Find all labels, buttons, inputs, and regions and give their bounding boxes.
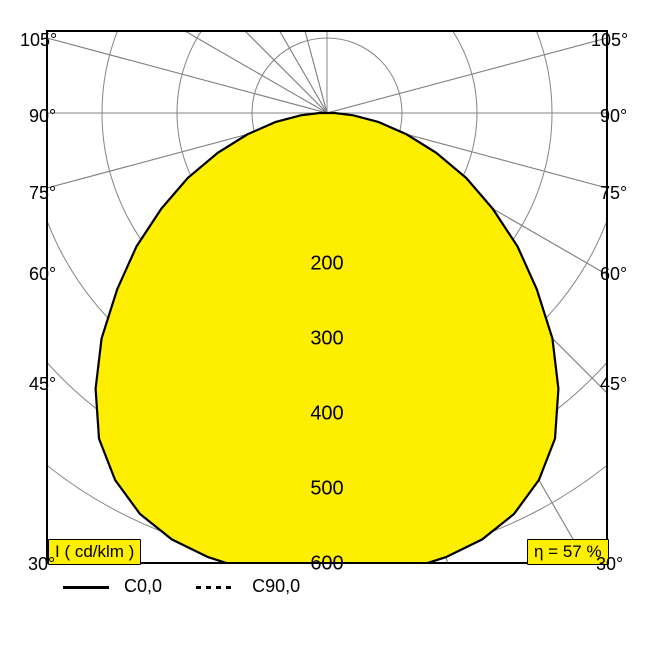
ring-label-300: 300 <box>310 328 343 351</box>
ring-label-500: 500 <box>310 478 343 501</box>
angle-label-right-75: 75° <box>600 183 627 204</box>
angle-label-left-60: 60° <box>29 264 56 285</box>
angle-label-left-75: 75° <box>29 183 56 204</box>
axis-unit-box: I ( cd/klm ) <box>48 539 141 565</box>
efficiency-label: η = 57 % <box>534 542 602 561</box>
photometric-polar-chart: 200 300 400 500 600 I ( cd/klm ) η = 57 … <box>0 0 650 650</box>
legend-label-c0: C0,0 <box>124 576 162 596</box>
axis-unit-label: I ( cd/klm ) <box>55 542 134 561</box>
angle-label-right-60: 60° <box>600 264 627 285</box>
legend-line-solid <box>63 586 109 589</box>
legend: C0,0 C90,0 <box>63 576 300 597</box>
angle-label-right-90: 90° <box>600 106 627 127</box>
angle-label-right-105: 105° <box>591 30 628 51</box>
ring-label-600: 600 <box>310 553 343 576</box>
ring-label-200: 200 <box>310 253 343 276</box>
angle-label-left-30: 30° <box>28 554 55 575</box>
angle-label-left-90: 90° <box>29 106 56 127</box>
angle-label-right-30: 30° <box>596 554 623 575</box>
angle-label-left-105: 105° <box>20 30 57 51</box>
legend-line-dashed <box>196 576 241 596</box>
legend-label-c90: C90,0 <box>252 576 300 596</box>
angle-label-right-45: 45° <box>600 374 627 395</box>
angle-label-left-45: 45° <box>29 374 56 395</box>
ring-label-400: 400 <box>310 403 343 426</box>
